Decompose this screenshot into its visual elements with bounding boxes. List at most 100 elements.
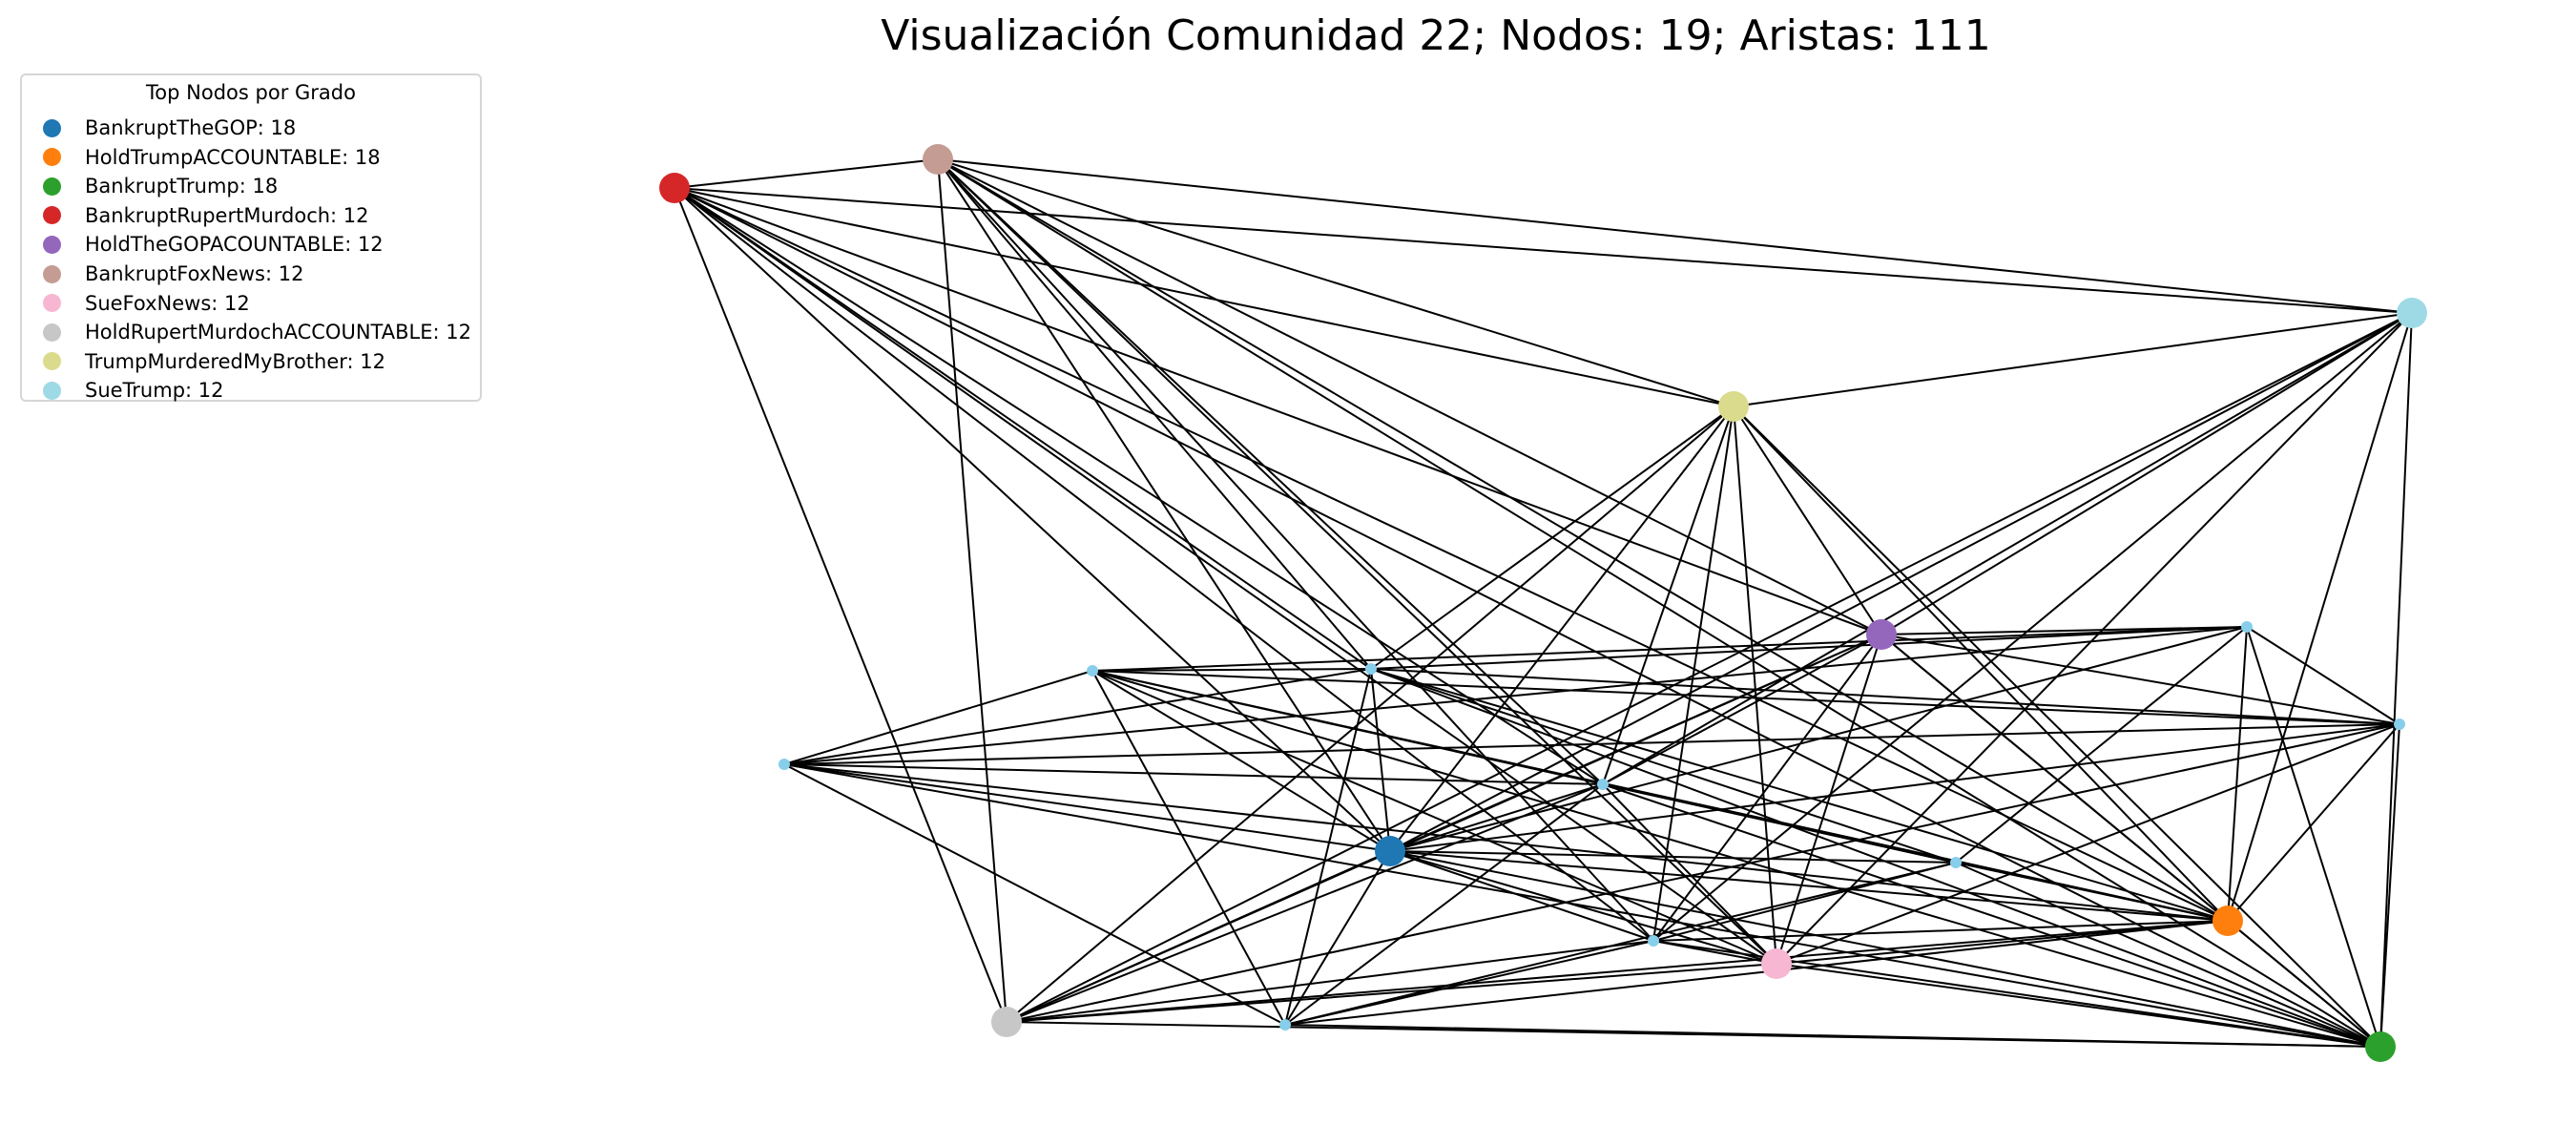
- graph-edge: [1284, 940, 1654, 1026]
- node-HoldTrumpACCOUNTABLE: [2212, 906, 2243, 936]
- graph-edge: [1776, 634, 1882, 965]
- graph-edge: [1091, 670, 1286, 1026]
- small-node: [779, 759, 790, 770]
- legend-entry: SueTrump: 12: [43, 377, 224, 404]
- graph-edge: [2227, 312, 2413, 922]
- graph-edge: [1006, 312, 2413, 1023]
- graph-edge: [2227, 920, 2381, 1048]
- legend: Top Nodos por Grado BankruptTheGOP: 18 H…: [20, 73, 482, 402]
- legend-label: BankruptRupertMurdoch: 12: [85, 203, 369, 227]
- legend-marker-icon: [43, 294, 61, 313]
- node-SueFoxNews: [1761, 948, 1792, 979]
- graph-edge: [1733, 406, 2229, 922]
- graph-edge: [1284, 920, 2229, 1026]
- legend-marker-icon: [43, 352, 61, 371]
- legend-label: SueTrump: 12: [85, 379, 224, 403]
- legend-entry: HoldTheGOPACOUNTABLE: 12: [43, 231, 384, 258]
- graph-edge: [1602, 783, 2381, 1048]
- graph-edge: [1370, 406, 1735, 670]
- graph-edge: [937, 158, 1604, 785]
- graph-edge: [1389, 723, 2400, 852]
- graph-edge: [1652, 940, 1777, 965]
- graph-edge: [1652, 312, 2413, 942]
- small-node: [2394, 718, 2405, 730]
- graph-edge: [674, 187, 1372, 670]
- legend-marker-icon: [43, 264, 61, 283]
- graph-edge: [1284, 862, 1957, 1026]
- graph-edge: [783, 668, 1372, 765]
- legend-marker-icon: [43, 118, 61, 137]
- node-SueTrump: [2397, 298, 2427, 328]
- legend-marker-icon: [43, 177, 61, 196]
- graph-edge: [1602, 312, 2413, 785]
- legend-marker-icon: [43, 206, 61, 225]
- graph-edge: [2379, 723, 2400, 1048]
- graph-edge: [1006, 783, 1604, 1023]
- nodes-layer: [659, 144, 2427, 1062]
- graph-edge: [1955, 862, 2229, 922]
- legend-title: Top Nodos por Grado: [146, 81, 356, 104]
- graph-edge: [783, 763, 1391, 852]
- edges-layer: [674, 158, 2413, 1048]
- graph-edge: [674, 187, 1882, 635]
- graph-edge: [1006, 940, 1654, 1023]
- graph-edge: [674, 187, 1008, 1023]
- small-node: [1950, 857, 1962, 868]
- node-HoldTheGOPACOUNTABLE: [1866, 619, 1897, 650]
- graph-edge: [783, 763, 2381, 1048]
- graph-edge: [674, 187, 1654, 942]
- graph-edge: [674, 187, 2229, 922]
- legend-entry: HoldRupertMurdochACCOUNTABLE: 12: [43, 319, 471, 345]
- graph-edge: [1389, 850, 1654, 942]
- legend-label: HoldTrumpACCOUNTABLE: 18: [85, 145, 381, 169]
- legend-entry: BankruptTrump: 18: [43, 173, 278, 199]
- graph-edge: [1370, 668, 2381, 1048]
- graph-edge: [1955, 862, 2381, 1048]
- small-node: [1087, 665, 1098, 677]
- legend-label: BankruptFoxNews: 12: [85, 262, 304, 285]
- graph-edge: [783, 670, 1093, 765]
- graph-edge: [674, 187, 2413, 314]
- graph-edge: [937, 158, 1391, 852]
- legend-label: HoldTheGOPACOUNTABLE: 12: [85, 233, 384, 257]
- graph-edge: [1652, 634, 1882, 942]
- legend-label: BankruptTheGOP: 18: [85, 116, 297, 139]
- legend-entry: BankruptRupertMurdoch: 12: [43, 202, 369, 229]
- graph-edge: [1776, 723, 2400, 965]
- graph-edge: [1091, 670, 1391, 852]
- graph-edge: [2227, 723, 2400, 922]
- graph-edge: [1370, 668, 2400, 725]
- graph-edge: [783, 626, 2248, 765]
- graph-edge: [1389, 312, 2413, 852]
- graph-edge: [1284, 668, 1372, 1026]
- graph-edge: [1370, 668, 1957, 864]
- legend-entry: BankruptTheGOP: 18: [43, 114, 296, 141]
- node-HoldRupertMurdochACCOUNTABLE: [991, 1007, 1022, 1037]
- graph-edge: [937, 158, 1654, 942]
- legend-marker-icon: [43, 323, 61, 342]
- legend-entry: BankruptFoxNews: 12: [43, 260, 303, 287]
- graph-edge: [783, 763, 1286, 1026]
- graph-edge: [937, 158, 1372, 670]
- legend-label: HoldRupertMurdochACCOUNTABLE: 12: [85, 321, 471, 344]
- legend-marker-icon: [43, 235, 61, 254]
- legend-marker-icon: [43, 381, 61, 400]
- graph-edge: [674, 158, 939, 189]
- graph-edge: [1006, 920, 2229, 1023]
- graph-edge: [1880, 312, 2413, 635]
- node-BankruptTrump: [2365, 1031, 2396, 1062]
- graph-edge: [1602, 783, 1777, 965]
- graph-edge: [1652, 406, 1735, 942]
- legend-label: BankruptTrump: 18: [85, 175, 279, 198]
- graph-edge: [937, 158, 2381, 1048]
- legend-marker-icon: [43, 148, 61, 167]
- graph-edge: [1006, 723, 2400, 1023]
- graph-edge: [1733, 406, 1882, 635]
- node-BankruptTheGOP: [1375, 836, 1405, 866]
- graph-edge: [1733, 406, 2381, 1048]
- graph-edge: [1091, 668, 1372, 672]
- figure-title: Visualización Comunidad 22; Nodos: 19; A…: [881, 11, 1991, 60]
- graph-edge: [674, 187, 1391, 852]
- graph-edge: [2246, 626, 2381, 1048]
- graph-edge: [1091, 670, 2381, 1048]
